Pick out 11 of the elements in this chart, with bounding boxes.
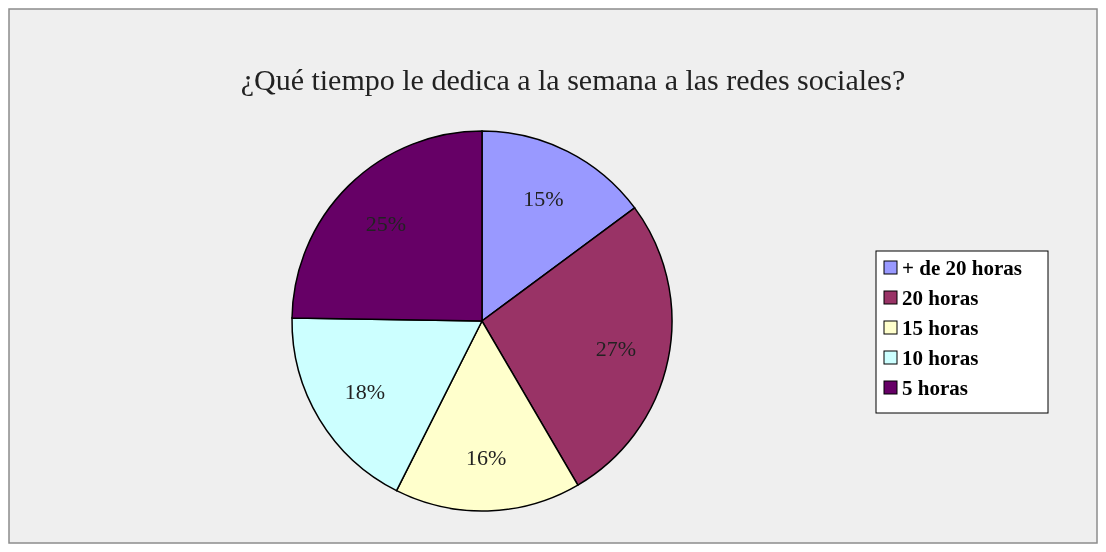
data-label: 16% (466, 445, 507, 471)
legend-label: 5 horas (902, 376, 968, 400)
legend-label: 10 horas (902, 346, 979, 370)
data-label: 27% (595, 335, 637, 361)
legend-label: + de 20 horas (902, 256, 1022, 280)
chart-title: ¿Qué tiempo le dedica a la semana a las redes sociales? (240, 63, 906, 96)
legend-label: 20 horas (902, 286, 979, 310)
data-label: 15% (523, 186, 564, 212)
data-label: 25% (365, 211, 407, 237)
legend-label: 15 horas (902, 316, 979, 340)
data-label: 18% (344, 379, 386, 405)
